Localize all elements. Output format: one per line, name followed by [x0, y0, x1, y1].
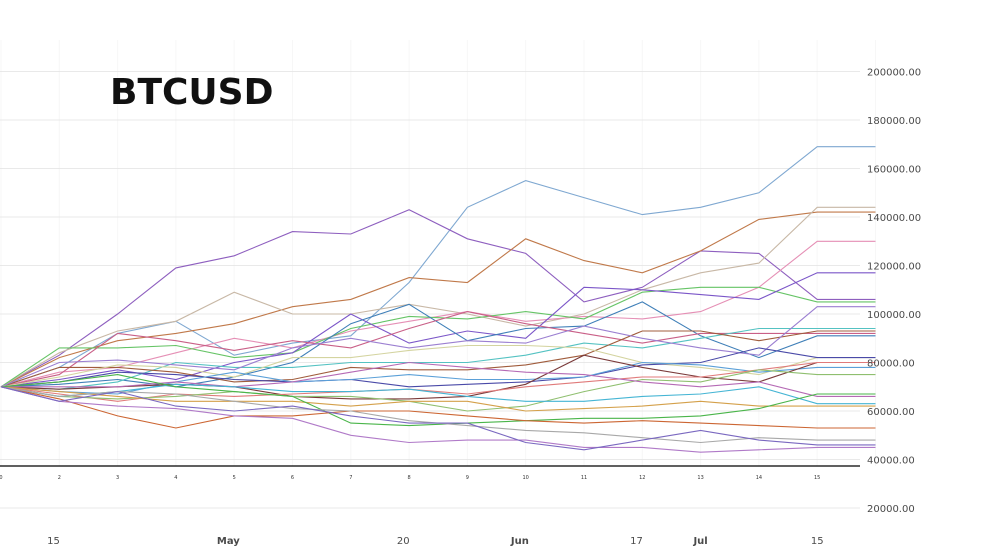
y-tick-label: 60000.00 [867, 407, 915, 418]
y-tick-label: 200000.00 [867, 68, 921, 79]
series-line-4 [0, 206, 876, 388]
step-tick-label: 0 [0, 475, 3, 481]
series-line-6 [0, 286, 876, 388]
series-layer [0, 146, 876, 453]
grid [0, 40, 876, 509]
step-tick-label: 7 [349, 475, 352, 481]
series-line-18 [0, 369, 876, 412]
series-line-10 [0, 327, 876, 390]
series-line-13 [0, 344, 876, 388]
y-tick-label: 40000.00 [867, 456, 915, 467]
series-line-14 [0, 347, 876, 388]
series-line-25 [0, 386, 876, 453]
step-tick-label: 8 [408, 475, 411, 481]
series-line-16 [0, 354, 876, 400]
series-line-26 [0, 386, 876, 451]
step-tick-label: 5 [233, 475, 236, 481]
step-tick-label: 13 [697, 475, 703, 481]
y-tick-label: 100000.00 [867, 310, 921, 321]
step-tick-label: 14 [756, 475, 762, 481]
x-tick-label: Jun [510, 536, 529, 547]
x-tick-label: May [217, 536, 240, 547]
series-line-19 [1, 361, 876, 397]
step-tick-label: 2 [58, 475, 61, 481]
y-tick-label: 180000.00 [867, 116, 921, 127]
step-ticks: 0 2 3 4 5 6 7 8 9 10 11 12 13 14 15 [0, 475, 820, 481]
step-tick-label: 6 [291, 475, 294, 481]
step-tick-label: 15 [814, 475, 820, 481]
chart-title: BTCUSD [110, 72, 273, 113]
series-line-2 [0, 209, 876, 388]
series-line-1 [0, 146, 876, 388]
y-tick-label: 20000.00 [867, 504, 915, 515]
series-line-5 [0, 240, 876, 388]
y-tick-label: 80000.00 [867, 359, 915, 370]
x-tick-label: 17 [630, 536, 643, 547]
x-tick-label: 20 [397, 536, 410, 547]
step-tick-label: 11 [581, 475, 587, 481]
step-tick-label: 3 [116, 475, 119, 481]
y-tick-label: 120000.00 [867, 262, 921, 273]
series-line-12 [0, 306, 876, 388]
y-axis-ticks: 20000.00 40000.00 60000.00 80000.00 100000.0… [867, 68, 921, 516]
step-tick-label: 4 [174, 475, 177, 481]
x-tick-label: 15 [811, 536, 824, 547]
series-line-23 [0, 386, 876, 429]
step-tick-label: 10 [523, 475, 529, 481]
x-axis-ticks: 15 May 20 Jun 17 Jul 15 [47, 536, 823, 547]
series-line-8 [0, 301, 876, 388]
x-tick-label: Jul [692, 536, 707, 547]
series-line-11 [0, 330, 876, 388]
y-tick-label: 140000.00 [867, 213, 921, 224]
step-tick-label: 9 [466, 475, 469, 481]
step-tick-label: 12 [639, 475, 645, 481]
series-line-20 [0, 383, 876, 405]
series-line-7 [0, 272, 876, 388]
series-line-3 [0, 211, 876, 388]
x-tick-label: 15 [47, 536, 60, 547]
series-line-22 [0, 374, 876, 427]
y-tick-label: 160000.00 [867, 165, 921, 176]
